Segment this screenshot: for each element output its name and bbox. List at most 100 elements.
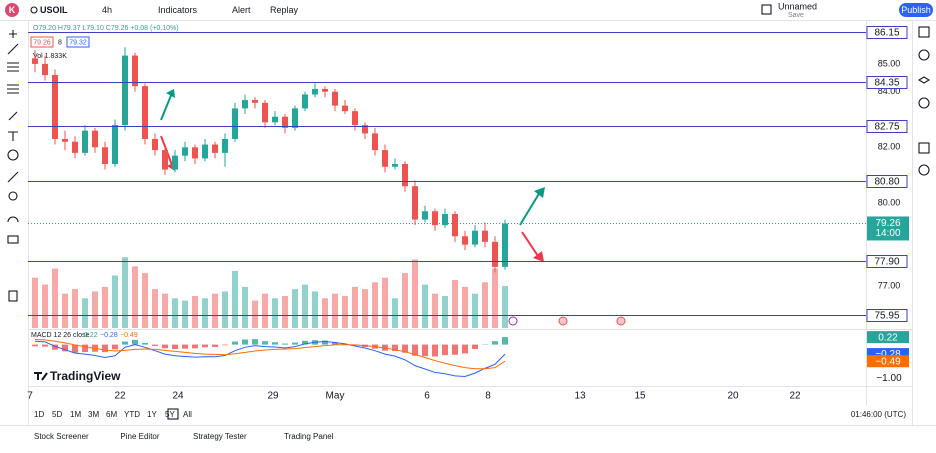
timeframe[interactable]: 5Y (165, 410, 175, 419)
timeframe[interactable]: 3M (88, 410, 99, 419)
macd-histogram (42, 345, 48, 347)
volume-bar (432, 294, 438, 328)
candle-body (312, 89, 318, 95)
volume-bar (502, 286, 508, 328)
macd-histogram (292, 343, 298, 345)
macd-value-label: −0.49 (875, 356, 901, 367)
bottom-tab[interactable]: Trading Panel (284, 432, 334, 441)
candle-body (452, 214, 458, 236)
x-tick-label: 22 (789, 391, 801, 402)
candle-body (412, 186, 418, 219)
volume-bar (172, 298, 178, 328)
macd-histogram (142, 343, 148, 345)
volume-bar (402, 273, 408, 328)
event-icon[interactable] (559, 317, 567, 325)
volume-bar (242, 287, 248, 328)
volume-bar (422, 285, 428, 328)
level-label: 82.75 (874, 122, 899, 133)
toolbar-button[interactable]: Indicators (158, 5, 198, 15)
avatar-letter: K (9, 5, 16, 15)
candle-body (392, 164, 398, 167)
candle-body (252, 100, 258, 103)
candle-body (162, 150, 168, 169)
volume-bar (282, 296, 288, 328)
candle-body (202, 145, 208, 159)
candle-body (62, 139, 68, 142)
candle-body (242, 100, 248, 108)
x-tick-label: 8 (485, 391, 491, 402)
x-tick-label: 24 (172, 391, 184, 402)
candle-body (52, 75, 58, 139)
volume-bar (82, 298, 88, 328)
macd-histogram (32, 345, 38, 347)
y-tick-label: 85.00 (878, 58, 901, 68)
layout-name[interactable]: Unnamed (778, 1, 817, 11)
candle-body (372, 133, 378, 150)
volume-bar (482, 282, 488, 328)
volume-bar (362, 289, 368, 328)
timeframe[interactable]: All (183, 410, 192, 419)
volume-bar (132, 266, 138, 328)
candle-body (472, 231, 478, 245)
candle-body (262, 103, 268, 122)
candle-body (42, 64, 48, 75)
candle-body (122, 56, 128, 125)
volume-bar (322, 298, 328, 328)
x-tick-label: May (326, 391, 345, 402)
x-tick-label: 13 (574, 391, 586, 402)
macd-histogram (442, 345, 448, 356)
y-tick-label: 82.00 (878, 142, 901, 152)
candle-body (212, 145, 218, 153)
timeframe[interactable]: 1M (70, 410, 81, 419)
volume-bar (72, 289, 78, 328)
volume-bar (462, 287, 468, 328)
volume-bar (222, 291, 228, 328)
logo: TradingView (50, 369, 121, 383)
candle-body (422, 211, 428, 219)
volume-bar (42, 285, 48, 328)
bottom-tab[interactable]: Pine Editor (120, 432, 159, 441)
y-tick-label: 77.00 (878, 281, 901, 291)
volume-bar (452, 280, 458, 328)
event-icon[interactable] (617, 317, 625, 325)
x-tick-label: 15 (634, 391, 646, 402)
volume-bar (302, 285, 308, 328)
event-icon[interactable] (509, 317, 517, 325)
timeframe[interactable]: 5D (52, 410, 62, 419)
macd-histogram (452, 345, 458, 355)
toolbar-button[interactable]: Alert (232, 5, 251, 15)
volume-bar (212, 294, 218, 328)
volume-bar (122, 257, 128, 328)
macd-histogram (122, 342, 128, 345)
layout-status: Save (788, 12, 804, 19)
timeframe[interactable]: 1Y (147, 410, 157, 419)
toolbar-button[interactable]: Replay (270, 5, 299, 15)
candle-body (432, 211, 438, 225)
interval[interactable]: 4h (102, 5, 112, 15)
macd-histogram (152, 345, 158, 346)
macd-histogram (182, 345, 188, 349)
volume-bar (142, 273, 148, 328)
bid: 79.26 (33, 39, 51, 46)
volume-bar (112, 275, 118, 328)
level-label: 86.15 (874, 28, 899, 39)
x-tick-label: 29 (267, 391, 279, 402)
timeframe[interactable]: 1D (34, 410, 44, 419)
candle-body (292, 108, 298, 127)
candle-body (332, 92, 338, 106)
timeframe[interactable]: YTD (124, 410, 140, 419)
macd-histogram (172, 345, 178, 349)
timeframe[interactable]: 6M (106, 410, 117, 419)
volume-bar (492, 269, 498, 328)
volume-bar (442, 296, 448, 328)
bottom-tab[interactable]: Stock Screener (34, 432, 89, 441)
candle-body (82, 131, 88, 153)
candle-body (92, 131, 98, 148)
volume-bar (252, 301, 258, 328)
symbol[interactable]: USOIL (40, 5, 68, 15)
macd-histogram (232, 342, 238, 345)
bottom-tab[interactable]: Strategy Tester (193, 432, 247, 441)
macd-histogram (112, 345, 118, 350)
